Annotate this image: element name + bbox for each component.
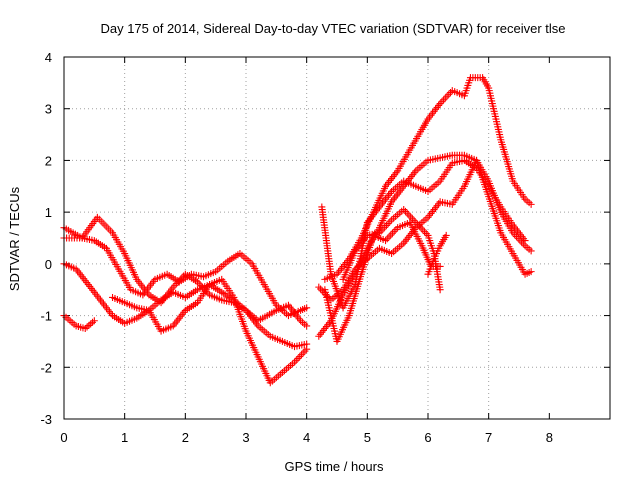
data-series [60,74,535,387]
data-point-marker [303,304,311,312]
data-point-marker [442,231,450,239]
data-point-marker [436,286,444,294]
chart-title: Day 175 of 2014, Sidereal Day-to-day VTE… [100,21,565,36]
series-12 [424,231,450,278]
data-point-marker [405,211,413,219]
y-tick-label: 2 [45,153,52,168]
series-5 [109,275,311,387]
x-tick-label: 4 [303,430,310,445]
series-10 [318,156,529,312]
series-4 [60,312,98,332]
data-point-marker [303,322,311,330]
y-tick-label: 1 [45,205,52,220]
data-point-marker [410,217,418,225]
data-point-marker [317,285,325,293]
y-tick-label: -2 [40,360,52,375]
series-8 [315,156,535,304]
y-tick-label: -3 [40,412,52,427]
tick-labels: 0 1 2 3 4 5 6 7 8 4 3 2 1 0 -1 -2 -3 [40,50,553,445]
data-point-marker [440,96,448,104]
data-point-marker [90,317,98,325]
x-axis-label: GPS time / hours [285,459,384,474]
x-tick-label: 0 [60,430,67,445]
data-point-marker [401,207,409,215]
data-point-marker [303,345,311,353]
data-point-marker [527,247,535,255]
data-point-marker [297,351,305,359]
data-point-marker [296,353,304,361]
data-point-marker [89,318,97,326]
data-point-marker [299,349,307,357]
data-point-marker [527,200,535,208]
data-point-marker [388,229,396,237]
data-point-marker [390,227,398,235]
data-point-marker [447,88,455,96]
data-point-marker [527,268,535,276]
data-point-marker [443,92,451,100]
data-point-marker [383,235,391,243]
data-point-marker [386,218,394,226]
x-tick-label: 2 [182,430,189,445]
data-point-marker [441,94,449,102]
x-tick-label: 3 [242,430,249,445]
data-point-marker [292,356,300,364]
y-tick-label: 0 [45,257,52,272]
x-tick-label: 8 [546,430,553,445]
ticks [63,56,610,420]
y-tick-label: 4 [45,50,52,65]
data-point-marker [301,347,309,355]
grid [64,57,610,419]
series-9 [321,218,444,345]
x-tick-label: 5 [364,430,371,445]
data-point-marker [315,283,323,291]
y-axis-label: SDTVAR / TECUs [7,186,22,291]
x-tick-label: 1 [121,430,128,445]
y-tick-label: -1 [40,309,52,324]
data-point-marker [387,231,395,239]
x-tick-label: 7 [485,430,492,445]
data-point-marker [87,320,95,328]
data-point-marker [421,228,429,236]
plot-frame [63,56,611,420]
x-tick-label: 6 [424,430,431,445]
data-point-marker [407,213,415,221]
data-point-marker [521,237,529,245]
data-point-marker [83,323,91,331]
data-point-marker [438,98,446,106]
y-tick-label: 3 [45,102,52,117]
data-point-marker [294,354,302,362]
